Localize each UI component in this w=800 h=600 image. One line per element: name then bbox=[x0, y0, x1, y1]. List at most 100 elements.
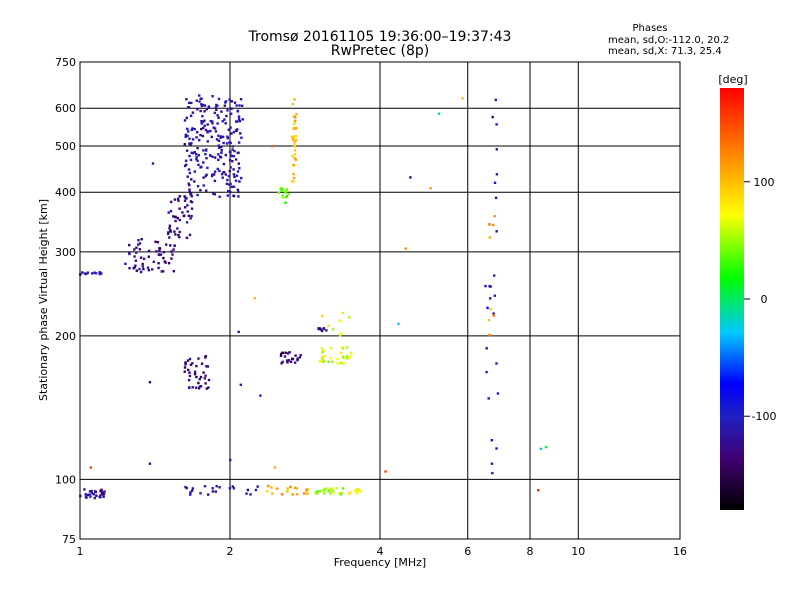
echo-point bbox=[232, 168, 235, 171]
echo-point bbox=[229, 126, 232, 129]
echo-point bbox=[88, 490, 92, 493]
echo-point bbox=[231, 160, 234, 163]
echo-point bbox=[484, 284, 487, 288]
echo-point bbox=[237, 151, 240, 154]
echo-point bbox=[292, 164, 295, 167]
echo-point bbox=[230, 107, 233, 110]
y-tick-label: 100 bbox=[55, 473, 76, 486]
echo-point bbox=[164, 261, 167, 264]
echo-point bbox=[198, 94, 201, 97]
echo-point bbox=[292, 138, 295, 141]
echo-point bbox=[188, 374, 192, 378]
echo-point bbox=[99, 271, 102, 275]
echo-point bbox=[217, 158, 220, 161]
echo-point bbox=[187, 106, 191, 109]
echo-point bbox=[228, 487, 232, 490]
echo-point bbox=[135, 251, 138, 254]
data-points bbox=[79, 94, 548, 500]
echo-point bbox=[232, 131, 236, 134]
echo-point bbox=[199, 189, 202, 192]
echo-point bbox=[197, 357, 200, 360]
echo-point bbox=[200, 165, 203, 169]
echo-point bbox=[151, 268, 154, 271]
echo-point bbox=[291, 102, 294, 106]
echo-point bbox=[176, 227, 179, 230]
echo-point bbox=[204, 153, 207, 156]
echo-point bbox=[190, 489, 194, 492]
echo-point bbox=[92, 493, 95, 496]
echo-point bbox=[296, 493, 299, 496]
echo-point bbox=[191, 362, 194, 365]
echo-point bbox=[537, 489, 540, 492]
echo-point bbox=[329, 357, 332, 360]
echo-point bbox=[235, 104, 238, 107]
echo-point bbox=[196, 185, 200, 188]
echo-point bbox=[90, 489, 93, 493]
echo-point bbox=[327, 360, 330, 363]
colorbar-tick-label: 0 bbox=[761, 293, 768, 306]
echo-point bbox=[166, 232, 170, 236]
echo-point bbox=[99, 496, 102, 499]
echo-point bbox=[204, 382, 207, 385]
echo-point bbox=[206, 123, 209, 126]
echo-point bbox=[325, 329, 328, 332]
echo-point bbox=[322, 360, 325, 363]
echo-point bbox=[214, 490, 217, 493]
echo-point bbox=[88, 493, 91, 496]
echo-point bbox=[124, 262, 127, 265]
phase-stats-x: mean, sd,X: 71.3, 25.4 bbox=[608, 46, 722, 57]
echo-point bbox=[238, 167, 241, 170]
echo-point bbox=[148, 462, 152, 465]
echo-point bbox=[224, 173, 227, 176]
echo-point bbox=[189, 491, 192, 494]
echo-point bbox=[229, 154, 232, 158]
echo-point bbox=[185, 116, 188, 120]
echo-point bbox=[200, 120, 203, 123]
echo-point bbox=[237, 115, 241, 118]
echo-point bbox=[197, 381, 200, 385]
echo-point bbox=[494, 196, 498, 200]
echo-point bbox=[229, 151, 232, 154]
echo-point bbox=[218, 169, 221, 173]
echo-point bbox=[183, 366, 187, 369]
echo-point bbox=[161, 270, 165, 273]
echo-point bbox=[347, 492, 351, 496]
echo-point bbox=[296, 359, 299, 362]
echo-point bbox=[174, 233, 177, 236]
echo-point bbox=[89, 466, 92, 469]
echo-point bbox=[286, 361, 289, 364]
echo-point bbox=[205, 173, 208, 176]
echo-point bbox=[83, 488, 86, 491]
echo-point bbox=[232, 155, 235, 158]
echo-point bbox=[102, 495, 105, 499]
echo-point bbox=[172, 215, 175, 218]
echo-point bbox=[230, 132, 233, 135]
echo-point bbox=[306, 488, 310, 491]
echo-point bbox=[204, 355, 207, 358]
echo-point bbox=[169, 230, 173, 233]
echo-point bbox=[204, 128, 208, 132]
echo-point bbox=[322, 491, 326, 494]
echo-point bbox=[202, 161, 205, 164]
echo-point bbox=[318, 327, 322, 330]
echo-point bbox=[320, 329, 324, 333]
colorbar-tick-label: 100 bbox=[754, 176, 775, 189]
echo-point bbox=[128, 243, 131, 247]
echo-point bbox=[197, 154, 200, 157]
echo-point bbox=[292, 176, 296, 180]
echo-point bbox=[103, 490, 106, 493]
echo-point bbox=[404, 247, 407, 250]
echo-point bbox=[178, 207, 181, 210]
echo-point bbox=[177, 199, 180, 202]
echo-point bbox=[128, 251, 131, 254]
echo-point bbox=[142, 267, 145, 271]
echo-point bbox=[204, 356, 207, 359]
echo-point bbox=[201, 134, 204, 138]
echo-point bbox=[184, 133, 187, 136]
echo-point bbox=[275, 487, 279, 490]
echo-point bbox=[184, 206, 187, 209]
echo-point bbox=[239, 98, 243, 101]
colorbar-ticks: 100 0 -100 bbox=[744, 176, 776, 423]
echo-point bbox=[295, 113, 298, 116]
